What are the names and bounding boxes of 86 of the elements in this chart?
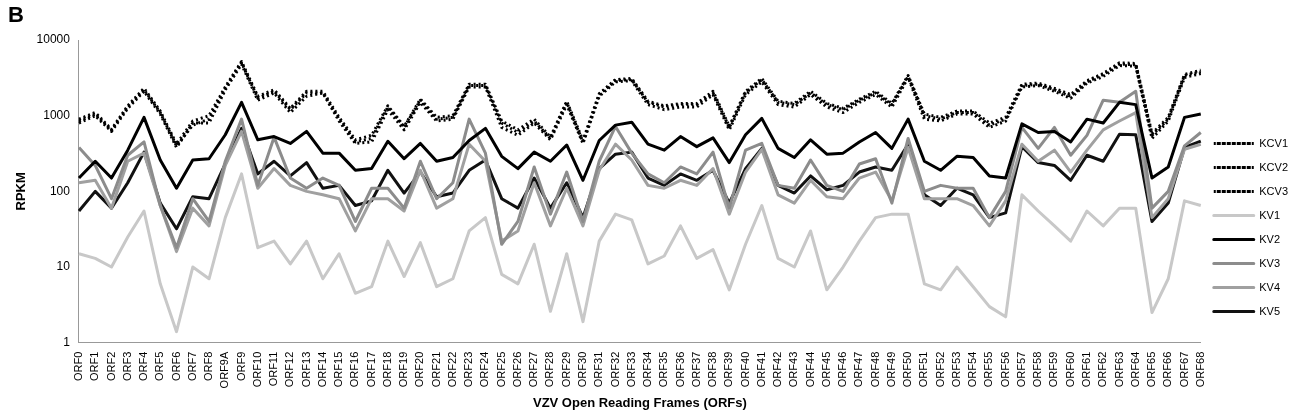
- x-tick-label: ORF23: [462, 351, 475, 388]
- x-tick-label: ORF43: [787, 351, 800, 388]
- x-tick-label: ORF32: [608, 351, 621, 388]
- x-tick-label: ORF5: [153, 351, 166, 382]
- x-tick-label: ORF26: [510, 351, 523, 388]
- y-tick-label: 100: [49, 183, 71, 198]
- x-tick-label: ORF47: [852, 351, 865, 388]
- x-tick-label: ORF24: [478, 351, 491, 388]
- x-tick-label: ORF45: [819, 351, 832, 388]
- x-tick-label: ORF6: [169, 351, 182, 382]
- x-tick-label: ORF18: [380, 351, 393, 388]
- legend-label: KV3: [1259, 256, 1281, 269]
- y-tick-label: 1000: [43, 107, 71, 122]
- x-tick-label: ORF38: [706, 351, 719, 388]
- x-tick-label: ORF14: [315, 351, 328, 388]
- x-tick-label: ORF36: [673, 351, 686, 388]
- x-tick-label: ORF25: [494, 351, 507, 388]
- legend-label: KV5: [1259, 304, 1281, 317]
- x-tick-label: ORF2: [104, 351, 117, 382]
- legend-label: KV2: [1259, 232, 1281, 245]
- x-tick-label: ORF7: [185, 351, 198, 382]
- x-tick-label: ORF53: [949, 351, 962, 388]
- x-tick-label: ORF64: [1128, 351, 1141, 388]
- x-tick-label: ORF15: [332, 351, 345, 388]
- x-tick-label: ORF57: [1014, 351, 1027, 388]
- x-tick-label: ORF39: [722, 351, 735, 388]
- x-tick-label: ORF44: [803, 351, 816, 388]
- chart-title: B: [8, 2, 24, 28]
- x-tick-label: ORF10: [250, 351, 263, 388]
- x-tick-label: ORF46: [836, 351, 849, 388]
- x-tick-label: ORF67: [1177, 351, 1190, 388]
- x-tick-label: ORF37: [689, 351, 702, 388]
- x-tick-label: ORF52: [933, 351, 946, 388]
- y-tick-label: 1: [63, 335, 71, 350]
- legend-label: KCV2: [1259, 160, 1289, 173]
- x-tick-label: ORF17: [364, 351, 377, 388]
- x-tick-label: ORF16: [348, 351, 361, 388]
- y-tick-label: 10000: [36, 32, 71, 47]
- x-tick-label: ORF1: [88, 351, 101, 382]
- x-tick-label: ORF12: [283, 351, 296, 388]
- x-tick-label: ORF29: [559, 351, 572, 388]
- x-tick-label: ORF60: [1063, 351, 1076, 388]
- x-tick-label: ORF4: [137, 351, 150, 382]
- x-tick-label: ORF41: [754, 351, 767, 388]
- x-tick-label: ORF42: [771, 351, 784, 388]
- x-tick-label: ORF59: [1047, 351, 1060, 388]
- x-tick-label: ORF11: [267, 351, 280, 387]
- legend-label: KV1: [1259, 208, 1281, 221]
- x-tick-label: ORF61: [1079, 351, 1092, 388]
- x-tick-label: ORF20: [413, 351, 426, 388]
- x-tick-label: ORF68: [1193, 351, 1206, 388]
- x-tick-label: ORF49: [884, 351, 897, 388]
- x-tick-label: ORF40: [738, 351, 751, 388]
- x-tick-label: ORF3: [120, 351, 133, 382]
- x-tick-label: ORF9: [234, 351, 247, 382]
- x-axis-title: VZV Open Reading Frames (ORFs): [532, 394, 747, 410]
- x-tick-label: ORF65: [1145, 351, 1158, 388]
- legend-label: KCV3: [1259, 184, 1289, 197]
- x-tick-label: ORF54: [966, 351, 979, 388]
- x-tick-label: ORF51: [917, 351, 930, 388]
- x-tick-label: ORF8: [202, 351, 215, 382]
- x-tick-label: ORF63: [1112, 351, 1125, 388]
- x-tick-label: ORF66: [1161, 351, 1174, 388]
- x-tick-label: ORF62: [1096, 351, 1109, 388]
- x-tick-label: ORF34: [641, 351, 654, 388]
- x-tick-label: ORF55: [982, 351, 995, 388]
- x-tick-label: ORF30: [576, 351, 588, 388]
- x-tick-label: ORF50: [901, 351, 914, 388]
- legend-label: KV4: [1259, 280, 1281, 293]
- x-tick-label: ORF56: [998, 351, 1011, 388]
- x-tick-label: ORF28: [543, 351, 556, 388]
- x-tick-label: ORF13: [299, 351, 312, 388]
- x-tick-label: ORF48: [868, 351, 881, 388]
- x-tick-label: ORF35: [657, 351, 670, 388]
- y-axis-title: RPKM: [13, 172, 29, 211]
- x-tick-label: ORF58: [1031, 351, 1044, 388]
- x-tick-label: ORF31: [592, 351, 605, 388]
- x-tick-label: ORF33: [624, 351, 637, 388]
- x-tick-label: ORF0: [72, 351, 84, 382]
- x-tick-label: ORF19: [397, 351, 410, 388]
- x-tick-label: ORF21: [429, 351, 442, 388]
- x-tick-label: ORF22: [445, 351, 458, 388]
- x-tick-label: ORF9A: [218, 351, 231, 389]
- legend-label: KCV1: [1259, 136, 1289, 149]
- y-tick-label: 10: [56, 259, 71, 274]
- x-tick-label: ORF27: [527, 351, 540, 388]
